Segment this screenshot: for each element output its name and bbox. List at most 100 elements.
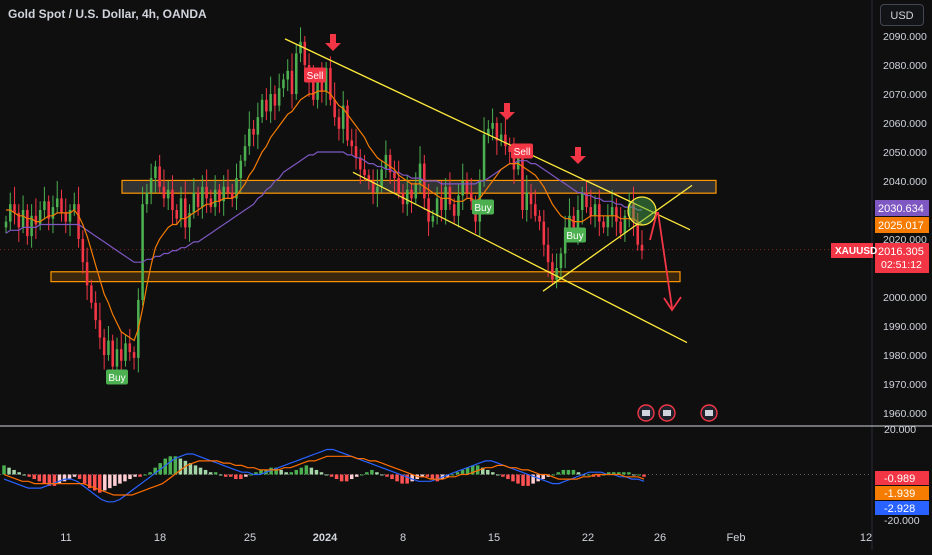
- macd-histogram-bar: [294, 469, 299, 475]
- macd-histogram-bar: [87, 474, 92, 489]
- candle-body: [277, 88, 281, 106]
- macd-histogram-bar: [274, 467, 278, 475]
- candle-body: [30, 215, 33, 237]
- us-flag-event-icon: [705, 410, 713, 416]
- candle-body: [504, 134, 507, 147]
- macd-histogram-bar: [208, 472, 213, 475]
- sell-signal-badge: [511, 143, 533, 159]
- candle-body: [51, 207, 55, 219]
- macd-histogram-bar: [128, 474, 132, 480]
- candle-body: [341, 105, 345, 129]
- candle-body: [371, 181, 375, 193]
- macd-histogram-bar: [118, 474, 122, 484]
- macd-histogram-bar: [244, 474, 248, 477]
- macd-histogram-bar: [420, 474, 425, 477]
- price-axis-label: 2040.000: [883, 176, 927, 188]
- macd-histogram-bar: [486, 469, 490, 475]
- candle-body: [132, 352, 136, 358]
- macd-histogram-bar: [153, 467, 157, 475]
- time-axis-label: 15: [488, 532, 500, 544]
- candle-body: [265, 99, 268, 112]
- candle-body: [431, 215, 435, 222]
- candle-body: [329, 67, 332, 100]
- buy-signal-badge: [472, 199, 494, 215]
- macd-histogram-bar: [571, 469, 576, 475]
- candle-body: [521, 157, 524, 210]
- macd-histogram-bar: [148, 472, 152, 475]
- macd-value-label: -2.928: [884, 503, 915, 515]
- highlight-circle: [627, 196, 657, 226]
- candle-body: [154, 166, 157, 179]
- macd-histogram-bar: [455, 472, 460, 475]
- macd-histogram-bar: [405, 474, 409, 484]
- macd-histogram-bar: [218, 474, 223, 476]
- candle-body: [290, 70, 294, 94]
- candle-body: [226, 186, 230, 193]
- macd-value-label: -1.939: [884, 488, 915, 500]
- candle-body: [508, 146, 511, 152]
- macd-histogram-bar: [324, 474, 329, 476]
- time-axis-label: 25: [244, 532, 256, 544]
- candle-body: [346, 105, 349, 141]
- macd-histogram-bar: [491, 472, 495, 475]
- candle-body: [448, 186, 452, 205]
- macd-histogram-bar: [113, 474, 117, 486]
- candle-body: [610, 207, 614, 216]
- candle-body: [589, 207, 593, 216]
- candle-body: [205, 186, 208, 199]
- macd-value-label-bg: [875, 486, 929, 500]
- candle-body: [568, 215, 571, 228]
- macd-histogram-bar: [193, 465, 198, 475]
- macd-histogram-bar: [470, 465, 475, 475]
- macd-histogram-bar: [551, 474, 556, 476]
- macd-histogram-bar: [27, 474, 31, 477]
- macd-histogram-bar: [123, 474, 127, 482]
- candle-body: [499, 134, 503, 141]
- candle-body: [354, 146, 358, 158]
- countdown-label: 02:51:12: [881, 259, 922, 271]
- macd-histogram-bar: [526, 474, 530, 486]
- down-arrow-icon: [504, 103, 510, 112]
- macd-histogram-bar: [57, 474, 62, 484]
- buy-signal-label: Buy: [108, 373, 125, 384]
- support-zone: [50, 271, 681, 283]
- candle-body: [350, 140, 354, 147]
- candle-body: [222, 186, 225, 202]
- macd-histogram-bar: [622, 472, 626, 475]
- candle-body: [73, 204, 76, 210]
- macd-histogram-bar: [249, 474, 253, 476]
- candle-body: [627, 204, 631, 216]
- macd-histogram-bar: [596, 474, 601, 477]
- macd-axis-label: 20.000: [884, 424, 916, 436]
- candle-body: [124, 343, 127, 361]
- macd-histogram-bar: [138, 474, 142, 477]
- macd-histogram-bar: [203, 469, 208, 475]
- price-axis-label: 1990.000: [883, 321, 927, 333]
- macd-histogram-bar: [133, 474, 137, 477]
- candle-body: [337, 117, 341, 129]
- sell-signal-label: Sell: [514, 147, 531, 158]
- candle-body: [218, 189, 221, 202]
- projection-arrow-head: [663, 296, 682, 312]
- macd-histogram-bar: [17, 472, 21, 475]
- channel-lower-line: [352, 171, 688, 344]
- macd-axis-label: -20.000: [884, 515, 920, 527]
- price-axis-label: 2090.000: [883, 31, 927, 43]
- candle-body: [273, 94, 277, 106]
- currency-button[interactable]: USD: [880, 4, 924, 26]
- macd-histogram-bar: [62, 474, 67, 482]
- candle-body: [248, 128, 251, 147]
- candle-body: [149, 178, 153, 193]
- macd-histogram-bar: [632, 474, 636, 476]
- ma-fast-price-label: 2025.017: [878, 220, 924, 232]
- macd-histogram-bar: [239, 474, 243, 480]
- macd-histogram-bar: [289, 472, 293, 475]
- macd-histogram-bar: [183, 460, 188, 475]
- candle-body: [367, 175, 371, 181]
- chart-title: Gold Spot / U.S. Dollar, 4h, OANDA: [8, 7, 207, 21]
- macd-histogram-bar: [77, 474, 82, 480]
- buy-signal-badge: [106, 369, 128, 385]
- macd-histogram-bar: [178, 458, 183, 475]
- candle-body: [640, 244, 644, 251]
